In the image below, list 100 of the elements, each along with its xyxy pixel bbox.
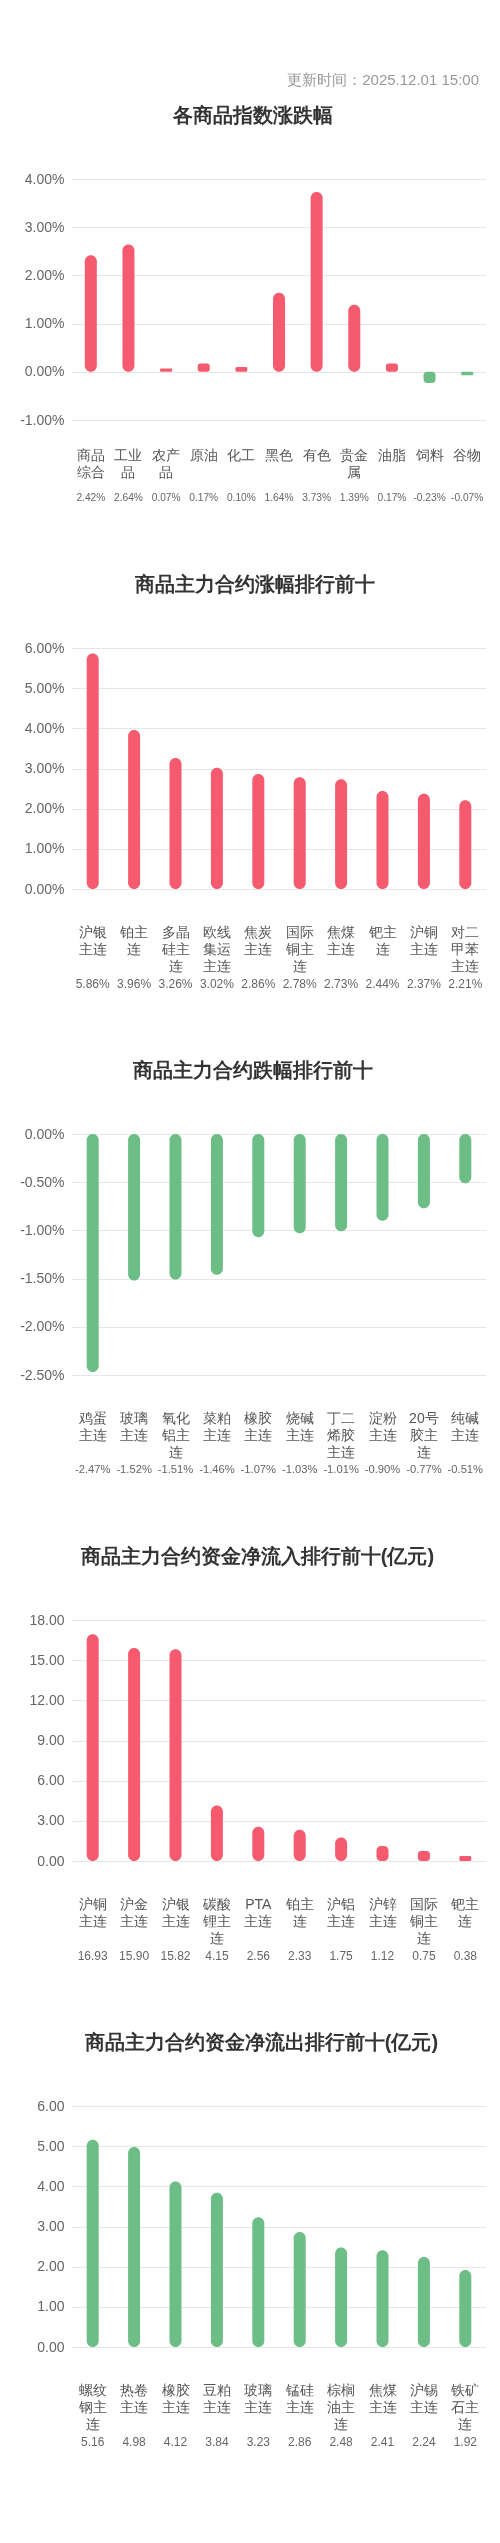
data-label: 2.86 — [288, 2435, 312, 2449]
data-label: 2.21% — [448, 977, 483, 991]
x-tick-label: 橡胶主连 — [161, 2382, 190, 2415]
y-tick-label: 2.00% — [24, 266, 65, 283]
bar — [335, 2247, 348, 2347]
data-label: 3.26% — [158, 977, 193, 991]
x-tick-label: 热卷主连 — [120, 2382, 149, 2415]
x-tick-label: 黑色 — [265, 446, 293, 463]
y-tick-label: 3.00% — [24, 218, 65, 235]
x-tick-label: 纯碱主连 — [451, 1410, 480, 1443]
y-tick-label: 18.00 — [29, 1611, 65, 1628]
data-label: -0.77% — [406, 1463, 442, 1475]
y-tick-label: 6.00% — [24, 639, 65, 656]
bar — [376, 790, 389, 889]
data-label: 2.86% — [241, 977, 276, 991]
y-tick-label: -0.50% — [20, 1173, 65, 1190]
x-tick-label: 碳酸锂主连 — [201, 1896, 231, 1946]
y-tick-label: 0.00% — [24, 1125, 65, 1142]
y-tick-label: 0.00 — [37, 2338, 65, 2355]
data-label: 4.12 — [163, 2435, 188, 2449]
x-tick-label: 氧化铝主连 — [160, 1410, 190, 1460]
x-tick-label: 锰硅主连 — [284, 2382, 314, 2415]
x-tick-label: 商品综合 — [76, 446, 105, 480]
bar — [417, 2257, 430, 2347]
x-tick-label: 淀粉主连 — [368, 1410, 397, 1443]
x-tick-label: 谷物 — [453, 446, 482, 463]
bar — [459, 2269, 472, 2347]
data-label: 0.75 — [412, 1949, 436, 1963]
data-label: 0.07% — [151, 492, 181, 503]
x-tick-label: 原油 — [189, 446, 218, 463]
data-label: -1.07% — [240, 1463, 277, 1475]
data-label: 2.73% — [324, 977, 359, 991]
data-label: 2.78% — [282, 977, 318, 991]
data-label: 2.42% — [76, 492, 106, 503]
data-label: 3.23 — [246, 2435, 271, 2449]
data-label: -0.90% — [364, 1463, 401, 1475]
bar — [348, 304, 361, 372]
data-label: 3.73% — [302, 492, 332, 503]
data-label: 0.10% — [226, 492, 256, 503]
chart-title: 商品主力合约跌幅排行前十 — [131, 1059, 373, 1081]
x-tick-label: 铂主连 — [284, 1896, 314, 1929]
x-tick-label: 钯主连 — [367, 924, 397, 957]
x-tick-label: 沪银主连 — [78, 924, 107, 957]
x-tick-label: 焦煤主连 — [368, 2382, 397, 2415]
data-label: -1.01% — [323, 1463, 359, 1475]
x-tick-label: 沪银主连 — [161, 1896, 190, 1929]
y-tick-label: 1.00% — [24, 315, 65, 332]
x-tick-label: 钯主连 — [450, 1896, 480, 1929]
bar — [335, 779, 348, 889]
y-tick-label: 0.00% — [24, 880, 65, 897]
x-tick-label: 棕榈油主连 — [327, 2382, 356, 2432]
y-tick-label: -1.50% — [20, 1270, 65, 1287]
bar — [252, 774, 265, 889]
x-tick-label: 欧线集运主连 — [202, 924, 231, 974]
x-tick-label: 玻璃主连 — [120, 1410, 149, 1443]
data-label: -2.47% — [74, 1463, 111, 1475]
bar — [293, 777, 306, 889]
bar — [122, 244, 135, 372]
bar — [252, 2217, 265, 2347]
y-tick-label: 6.00 — [37, 1772, 65, 1789]
x-tick-label: 国际铜主连 — [408, 1896, 438, 1946]
bar — [293, 2232, 306, 2347]
y-tick-label: 0.00 — [37, 1852, 65, 1869]
x-tick-label: 沪铝主连 — [327, 1896, 356, 1929]
data-label: 15.82 — [160, 1949, 191, 1963]
bar — [128, 2146, 141, 2347]
y-tick-label: -1.00% — [20, 411, 65, 428]
x-tick-label: 农产品 — [152, 446, 181, 480]
data-label: -1.03% — [281, 1463, 318, 1475]
data-label: 3.96% — [117, 977, 152, 991]
x-tick-label: 饲料 — [414, 446, 444, 463]
text: 更新时间：2025.12.01 15:00 — [287, 71, 479, 89]
y-tick-label: 1.00 — [37, 2298, 65, 2315]
data-label: 5.16 — [81, 2435, 105, 2449]
x-tick-label: 沪铜主连 — [409, 924, 438, 957]
y-tick-label: -2.50% — [20, 1366, 65, 1383]
bar — [169, 1649, 182, 1861]
data-label: 0.38 — [453, 1949, 478, 1963]
x-tick-label: 铁矿石主连 — [450, 2382, 480, 2432]
y-tick-label: -2.00% — [20, 1318, 65, 1335]
y-tick-label: -1.00% — [20, 1221, 65, 1238]
bar — [84, 255, 97, 372]
data-label: 1.12 — [370, 1949, 395, 1963]
x-tick-label: 铂主连 — [119, 924, 149, 957]
data-label: 2.48 — [329, 2435, 354, 2449]
data-label: 2.56 — [246, 1949, 271, 1963]
x-tick-label: 沪金主连 — [120, 1896, 149, 1929]
x-tick-label: PTA主连 — [244, 1896, 273, 1929]
chart-title: 商品主力合约涨幅排行前十 — [134, 573, 376, 595]
x-tick-label: 有色 — [302, 446, 331, 463]
y-tick-label: 2.00% — [24, 800, 65, 817]
x-tick-label: 化工 — [227, 446, 256, 463]
bar — [417, 793, 430, 889]
bar — [459, 800, 472, 889]
x-tick-label: 螺纹钢主连 — [77, 2382, 107, 2432]
data-label: -1.46% — [199, 1463, 235, 1475]
x-tick-label: 油脂 — [377, 446, 406, 463]
bar — [376, 2250, 389, 2347]
data-label: 3.02% — [199, 977, 235, 991]
x-tick-label: 贵金属 — [340, 446, 369, 480]
